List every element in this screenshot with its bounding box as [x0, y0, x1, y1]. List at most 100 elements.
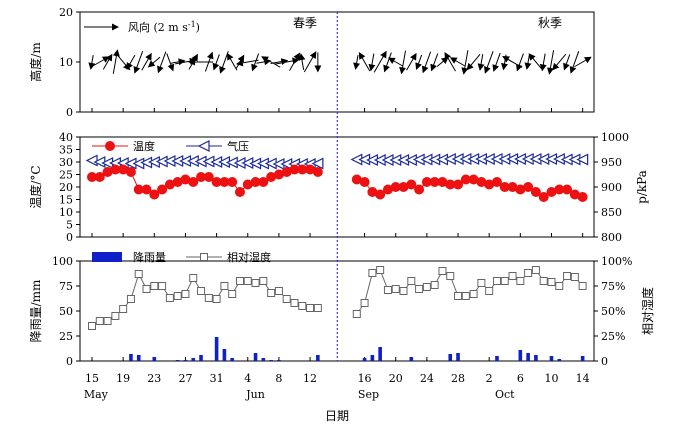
humidity-point — [570, 273, 579, 281]
autumn-wind-arrow — [552, 54, 567, 71]
temp-point — [453, 179, 464, 190]
spring-wind-arrow — [170, 58, 186, 66]
temp-point — [149, 189, 160, 200]
autumn-wind-arrow — [449, 57, 466, 67]
spring-wind-arrow — [141, 52, 152, 71]
autumn-wind-arrow — [484, 51, 494, 74]
humidity-point — [251, 279, 260, 287]
humidity-point — [563, 272, 572, 280]
x-tick-label: 8 — [275, 372, 282, 385]
autumn-wind-arrow — [524, 55, 532, 70]
x-tick-label: 16 — [358, 372, 372, 385]
spring-wind-arrow — [102, 53, 113, 70]
autumn-wind-arrow — [383, 52, 392, 73]
pressure-legend-label: 气压 — [227, 139, 249, 153]
temp-y-tick-label: 30 — [59, 156, 73, 169]
autumn-wind-arrow — [466, 54, 481, 71]
autumn-wind-arrow — [546, 50, 555, 75]
spring-wind-arrow — [147, 56, 161, 68]
autumn-wind-arrow — [387, 57, 403, 67]
precip-bar — [378, 347, 382, 361]
precip-bar — [261, 358, 266, 361]
humidity-point — [298, 302, 307, 310]
wind-y-tick-label: 0 — [66, 106, 73, 119]
autumn-wind-arrow — [415, 54, 423, 70]
x-tick-label: 19 — [116, 372, 130, 385]
wind-legend-label: 风向 (2 m s-1) — [128, 20, 200, 34]
precip-bar — [136, 355, 141, 361]
pressure-legend-marker — [197, 140, 210, 152]
x-tick-label: 24 — [420, 372, 434, 385]
wind-panel: 0 10 20 高度/m 风向 (2 m s-1) 春季 秋季 — [28, 6, 595, 119]
precip-bar — [495, 356, 499, 361]
temp-y-tick-label: 40 — [59, 131, 73, 144]
humidity-point — [477, 279, 486, 287]
humidity-legend-label: 相对湿度 — [227, 250, 271, 264]
autumn-wind-arrow — [358, 52, 371, 72]
humidity-point — [220, 282, 229, 290]
spring-wind-arrow — [166, 53, 175, 72]
humidity-point — [126, 295, 135, 303]
humidity-point — [368, 269, 377, 277]
temp-point — [414, 184, 425, 195]
rain-y-tick-label: 0 — [66, 355, 73, 368]
humidity-point — [360, 299, 369, 307]
x-month-label: Jun — [245, 388, 265, 401]
precip-bar — [129, 354, 133, 361]
autumn-wind-arrow — [539, 53, 547, 72]
wind-legend-unit-exp: -1 — [188, 20, 196, 29]
humidity-point — [422, 283, 431, 291]
precip-bar — [580, 356, 585, 361]
humidity-point — [524, 269, 533, 277]
autumn-wind-arrow — [492, 52, 501, 72]
temp-point — [523, 182, 534, 192]
spring-wind-arrow — [270, 58, 289, 66]
temp-point — [312, 167, 323, 177]
humidity-point — [111, 312, 120, 320]
humidity-point — [197, 287, 206, 295]
autumn-wind-arrow — [444, 52, 456, 72]
pressure-y-tick-label: 950 — [601, 156, 622, 169]
temp-y-tick-label: 0 — [66, 231, 73, 244]
humidity-point — [485, 287, 494, 295]
x-tick-label: 28 — [451, 372, 465, 385]
wind-y-tick-label: 20 — [59, 6, 73, 19]
temp-point — [577, 192, 588, 202]
precip-bar — [448, 354, 453, 361]
precip-bar — [362, 358, 367, 361]
precip-bar — [456, 353, 460, 361]
x-tick-label: 15 — [85, 372, 99, 385]
spring-wind-arrow — [226, 52, 238, 71]
humidity-point — [119, 305, 128, 313]
humidity-point — [508, 272, 517, 280]
spring-wind-arrow — [274, 57, 300, 65]
humidity-point — [181, 290, 190, 298]
autumn-wind-arrow — [421, 51, 432, 74]
temp-point — [227, 177, 238, 187]
spring-wind-arrow — [157, 51, 167, 74]
humidity-point — [492, 277, 501, 285]
x-tick-label: 20 — [389, 372, 403, 385]
humidity-point — [243, 277, 252, 285]
precip-bar — [409, 357, 414, 361]
precip-bar — [269, 360, 273, 361]
temp-y-tick-label: 20 — [59, 181, 73, 194]
temp-point — [125, 167, 136, 177]
temp-y-tick-label: 10 — [59, 206, 73, 219]
autumn-wind-arrow — [574, 56, 592, 68]
spring-wind-arrow — [219, 51, 229, 74]
autumn-wind-arrow — [516, 53, 524, 72]
humidity-point — [383, 286, 392, 294]
precip-bar — [191, 358, 196, 361]
humidity-point — [376, 266, 385, 274]
temp-y-tick-label: 35 — [59, 144, 73, 157]
spring-wind-arrow — [90, 56, 110, 68]
temp-point — [538, 192, 549, 202]
x-month-label: Sep — [358, 388, 379, 401]
humidity-point — [516, 277, 525, 285]
humidity-point — [267, 289, 276, 297]
x-month-label: Oct — [495, 388, 515, 401]
humidity-y-tick-label: 100% — [601, 255, 632, 268]
precip-bar — [549, 356, 554, 361]
